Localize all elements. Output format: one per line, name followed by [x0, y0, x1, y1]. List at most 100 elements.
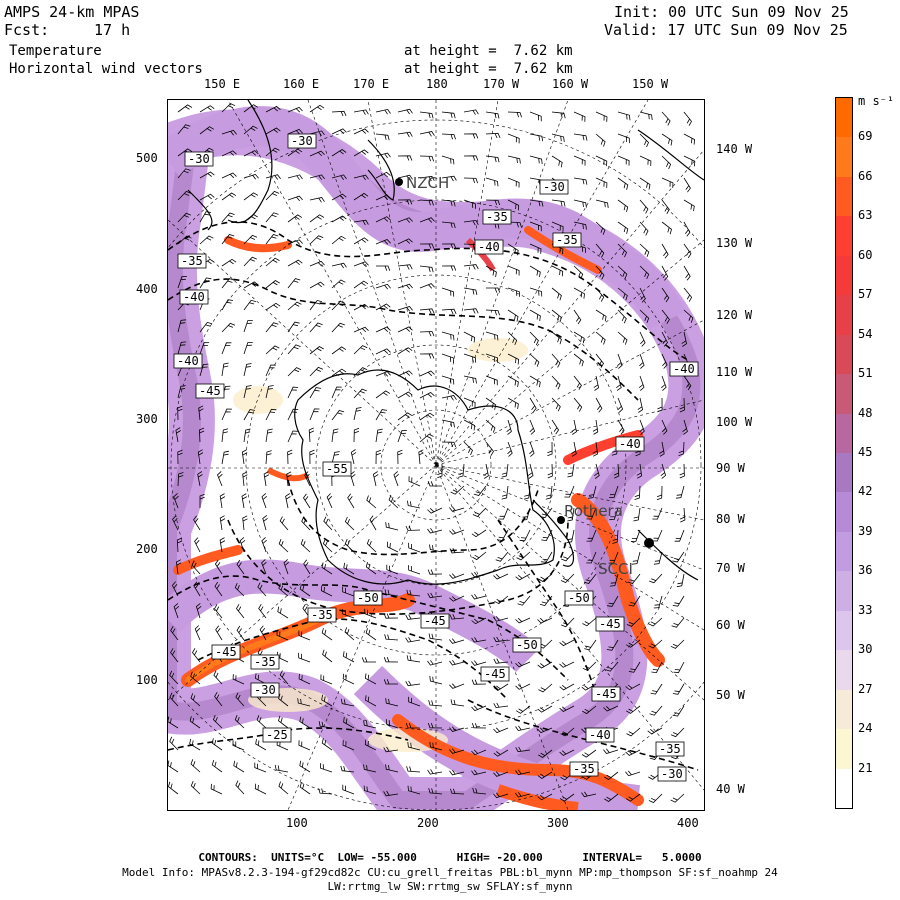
wind-barb — [364, 739, 377, 751]
lat-lon-grid — [168, 100, 704, 810]
wind-barb — [449, 659, 465, 666]
wind-barb — [321, 628, 333, 641]
wind-barb — [320, 763, 333, 773]
wind-barb — [221, 299, 234, 311]
wind-barb — [419, 392, 435, 399]
wind-barb — [386, 564, 399, 575]
y-tick-400: 400 — [136, 282, 158, 296]
wind-barb — [419, 243, 435, 249]
wind-barb — [419, 283, 435, 289]
wind-barb — [529, 111, 542, 122]
wind-barb — [321, 738, 333, 751]
wind-barb — [450, 788, 465, 795]
wind-barb — [309, 449, 315, 465]
wind-barb — [671, 617, 685, 628]
wind-barb — [353, 192, 369, 201]
wind-barb — [584, 639, 597, 651]
wind-barb — [463, 133, 479, 139]
wind-barb — [176, 537, 183, 553]
wind-barb — [344, 627, 355, 641]
colorbar-label: 66 — [858, 168, 873, 183]
wind-barb — [617, 419, 625, 435]
wind-barb — [471, 722, 487, 729]
wind-barb — [450, 485, 465, 495]
wind-barb — [190, 780, 201, 795]
wind-barb — [265, 234, 279, 245]
wind-barb — [331, 428, 339, 443]
wind-barb — [594, 463, 600, 479]
wind-barb — [507, 243, 519, 256]
wind-barb — [265, 408, 277, 421]
wind-barb — [405, 525, 421, 531]
wind-barb — [265, 450, 272, 465]
wind-barb — [463, 308, 479, 314]
wind-barb — [559, 749, 575, 756]
wind-barb — [683, 111, 692, 126]
colorbar-label: 21 — [858, 760, 873, 775]
wind-barb — [561, 551, 575, 562]
wind-barb — [471, 749, 487, 756]
wind-barb — [397, 430, 407, 443]
wind-barb — [551, 199, 566, 207]
wind-barb — [321, 694, 333, 707]
wind-barb — [573, 375, 582, 390]
y-tick-100: 100 — [136, 673, 158, 687]
wind-barb — [427, 722, 443, 729]
wind-barb — [595, 243, 605, 258]
wind-barb — [353, 128, 369, 135]
wind-barb — [177, 341, 187, 355]
wind-barb — [234, 582, 245, 597]
height-label-2: at height = 7.62 km — [404, 61, 573, 77]
wind-barb — [342, 740, 355, 751]
coastline-other — [187, 100, 704, 581]
wind-barb — [617, 177, 629, 190]
wind-barb — [551, 133, 565, 142]
wind-barb — [265, 190, 280, 201]
wind-barb — [517, 595, 531, 606]
wind-barb — [647, 727, 663, 735]
wind-barb — [651, 661, 663, 674]
wind-barb — [515, 746, 531, 753]
wind-barb — [639, 419, 645, 435]
lon-label-180: 180 — [426, 77, 448, 91]
colorbar-label: 57 — [858, 287, 873, 302]
wind-barb — [261, 493, 268, 509]
wind-barb — [194, 537, 201, 553]
wind-barb — [177, 104, 193, 113]
x-tick-200: 200 — [417, 816, 439, 830]
wind-barb — [529, 397, 537, 413]
wind-barb — [408, 565, 421, 575]
wind-barb — [652, 529, 663, 542]
forecast-value: 17 h — [94, 21, 131, 39]
colorbar-swatch — [836, 453, 852, 493]
wind-barb — [515, 661, 531, 668]
wind-barb — [516, 551, 531, 561]
wind-barb — [287, 239, 303, 245]
wind-barb — [485, 331, 499, 341]
colorbar-swatch — [836, 216, 852, 257]
wind-barb — [277, 606, 289, 619]
wind-barb — [397, 264, 413, 270]
wind-barb — [323, 516, 333, 531]
station-label-rothera: Rothera — [564, 502, 623, 520]
wind-barb — [321, 562, 333, 575]
wind-barb — [177, 319, 187, 333]
colorbar-label: 30 — [858, 642, 873, 657]
wind-barb — [177, 449, 183, 465]
wind-barb — [471, 679, 487, 685]
wind-barb — [353, 367, 368, 377]
wind-barb — [681, 331, 687, 347]
wind-barb — [375, 216, 391, 223]
wind-barb — [407, 500, 421, 509]
wind-barb — [221, 342, 232, 355]
wind-barb — [586, 529, 597, 542]
wind-barb — [365, 695, 377, 707]
wind-barb — [564, 485, 575, 498]
wind-barb — [661, 155, 672, 170]
wind-barb — [613, 463, 620, 479]
colorbar-label: 24 — [858, 721, 873, 736]
wind-barb — [407, 785, 421, 795]
wind-barb — [639, 353, 645, 369]
wind-barb — [406, 655, 421, 663]
lon-label-130w: 130 W — [716, 236, 753, 250]
